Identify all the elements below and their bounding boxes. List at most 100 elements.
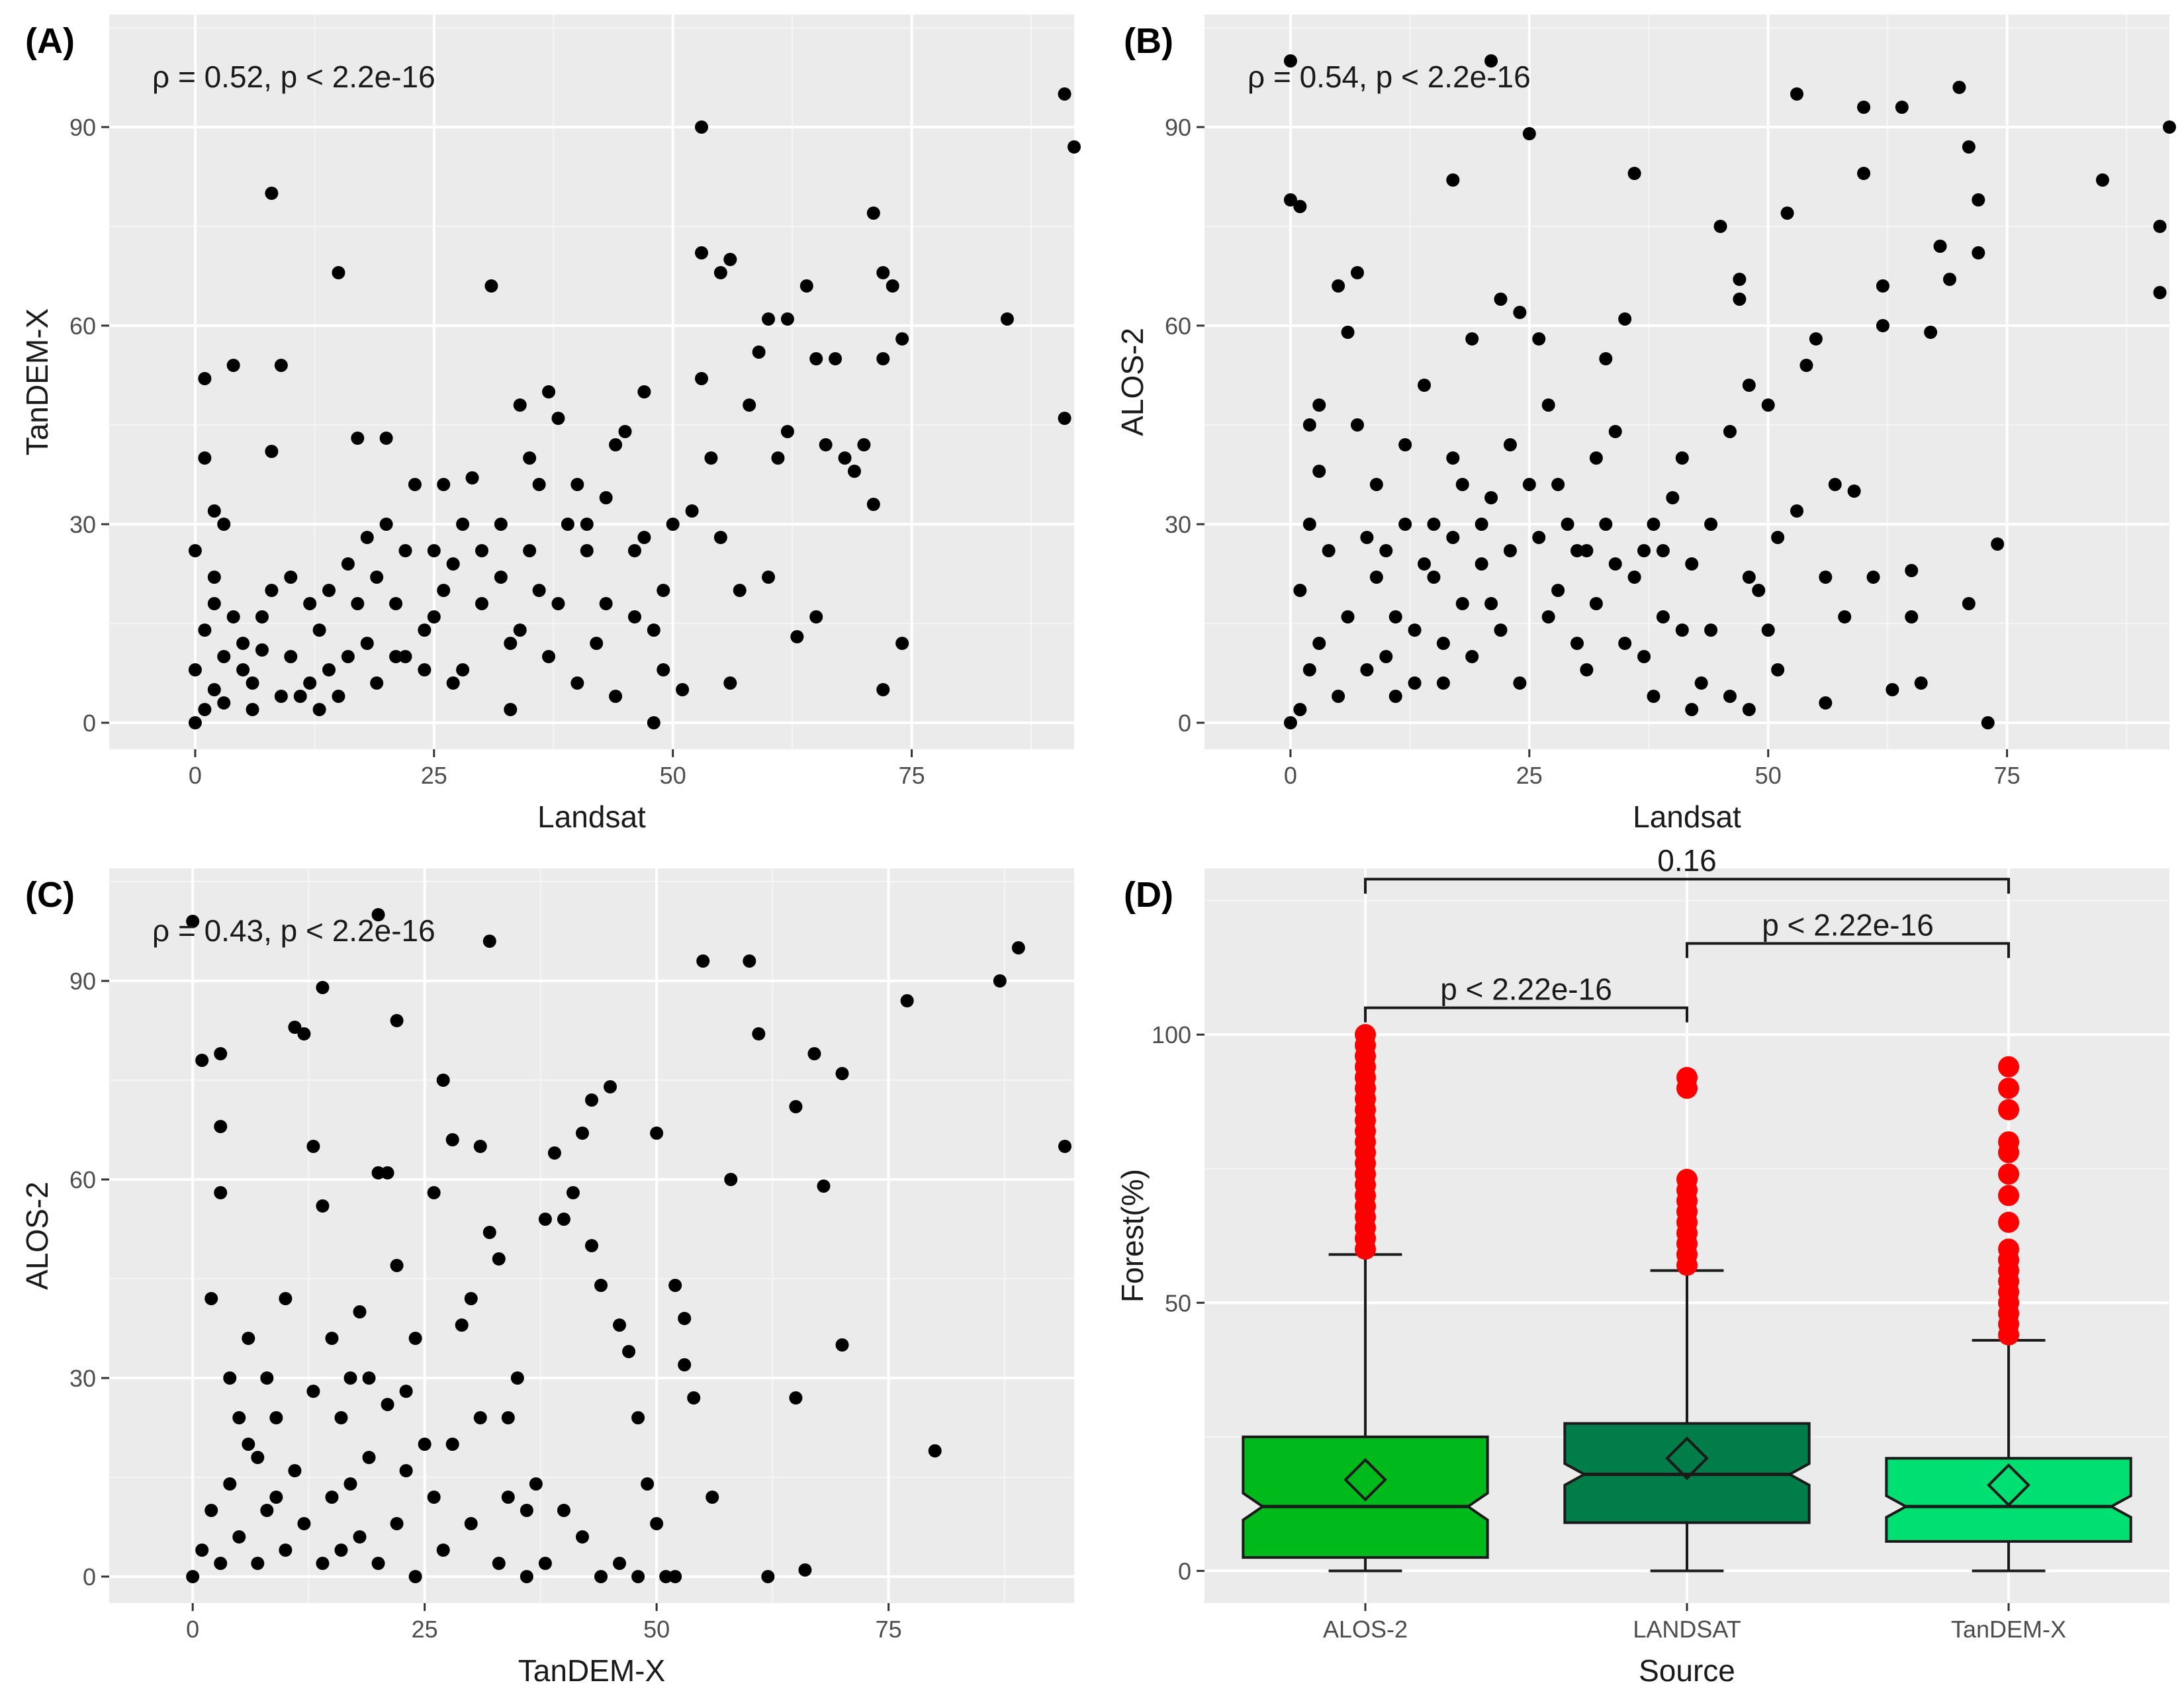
data-point	[207, 504, 221, 518]
data-point	[198, 703, 212, 716]
correlation-annotation: ρ = 0.54, p < 2.2e-16	[1248, 60, 1531, 94]
data-point	[1799, 359, 1813, 372]
x-tick-label: TanDEM-X	[1951, 1616, 2066, 1643]
data-point	[1011, 941, 1025, 954]
y-tick-label: 0	[1178, 710, 1191, 737]
data-point	[771, 451, 785, 465]
data-point	[1627, 571, 1641, 584]
data-point	[696, 954, 710, 968]
data-point	[255, 643, 269, 657]
data-point	[398, 650, 412, 663]
data-point	[1972, 193, 1985, 207]
data-point	[1599, 518, 1613, 531]
data-point	[437, 584, 451, 597]
data-point	[186, 1570, 200, 1583]
data-point	[1455, 597, 1469, 610]
data-point	[1513, 676, 1527, 690]
data-point	[279, 1544, 293, 1557]
y-tick-label: 90	[69, 968, 96, 995]
y-tick-label: 60	[69, 1166, 96, 1193]
data-point	[236, 637, 250, 650]
data-point	[510, 1371, 524, 1385]
data-point	[418, 623, 432, 637]
data-point	[284, 571, 298, 584]
data-point	[809, 352, 823, 365]
data-point	[1058, 412, 1071, 425]
data-point	[1580, 544, 1594, 557]
data-point	[279, 1292, 293, 1305]
box-landsat	[1563, 1066, 1811, 1573]
data-point	[312, 703, 326, 716]
outlier-point	[1676, 1168, 1698, 1190]
data-point	[274, 690, 288, 703]
data-point	[316, 1199, 330, 1213]
data-point	[1733, 273, 1747, 286]
data-point	[695, 120, 709, 134]
data-point	[246, 703, 259, 716]
data-point	[1398, 518, 1412, 531]
data-point	[306, 1140, 320, 1153]
data-point	[1283, 716, 1297, 729]
data-point	[1446, 173, 1460, 187]
data-point	[1914, 676, 1928, 690]
data-point	[666, 518, 680, 531]
data-point	[780, 312, 794, 326]
data-point	[284, 650, 298, 663]
data-point	[1637, 650, 1651, 663]
data-point	[464, 1517, 478, 1530]
data-point	[1388, 610, 1402, 623]
x-tick-label: 75	[1994, 762, 2021, 789]
data-point	[1685, 703, 1699, 716]
data-point	[1494, 293, 1508, 306]
data-point	[513, 623, 527, 637]
data-point	[1666, 491, 1680, 504]
comparison-bracket	[1686, 942, 2010, 958]
data-point	[1446, 451, 1460, 465]
data-point	[446, 676, 460, 690]
data-point	[446, 557, 460, 571]
data-point	[343, 1477, 357, 1491]
data-point	[1675, 451, 1689, 465]
data-point	[1608, 425, 1622, 438]
x-tick-label: LANDSAT	[1633, 1616, 1741, 1643]
data-point	[1302, 418, 1316, 432]
y-tick-label: 0	[83, 710, 96, 737]
data-point	[618, 425, 632, 438]
data-point	[857, 438, 871, 451]
data-point	[1952, 81, 1966, 94]
y-tick-label: 0	[1178, 1557, 1191, 1585]
data-point	[1312, 398, 1326, 412]
data-point	[427, 1491, 441, 1504]
data-point	[2153, 220, 2167, 233]
data-point	[1780, 207, 1794, 220]
data-point	[1838, 610, 1852, 623]
x-axis-title: Landsat	[1633, 800, 1741, 834]
data-point	[1942, 273, 1956, 286]
data-point	[445, 1438, 459, 1451]
data-point	[1857, 101, 1871, 114]
data-point	[1790, 87, 1804, 101]
data-point	[580, 518, 594, 531]
data-point	[1742, 703, 1756, 716]
data-point	[484, 279, 498, 293]
data-point	[1866, 571, 1880, 584]
data-point	[223, 1477, 237, 1491]
x-tick-label: 0	[1284, 762, 1297, 789]
box-body	[1885, 1457, 2132, 1543]
data-point	[1350, 418, 1364, 432]
outlier-point	[1998, 1078, 2019, 1099]
data-point	[274, 359, 288, 372]
data-point	[650, 1517, 664, 1530]
data-point	[1369, 478, 1383, 491]
data-point	[1293, 584, 1307, 597]
y-axis-title: ALOS-2	[1115, 328, 1150, 436]
data-point	[1475, 557, 1488, 571]
data-point	[1484, 54, 1498, 68]
data-point	[1981, 716, 1995, 729]
x-tick-label: 50	[1755, 762, 1782, 789]
data-point	[1408, 623, 1422, 637]
data-point	[687, 1391, 701, 1405]
box-tandem-x	[1885, 1056, 2132, 1573]
data-point	[312, 623, 326, 637]
data-point	[1068, 140, 1081, 154]
